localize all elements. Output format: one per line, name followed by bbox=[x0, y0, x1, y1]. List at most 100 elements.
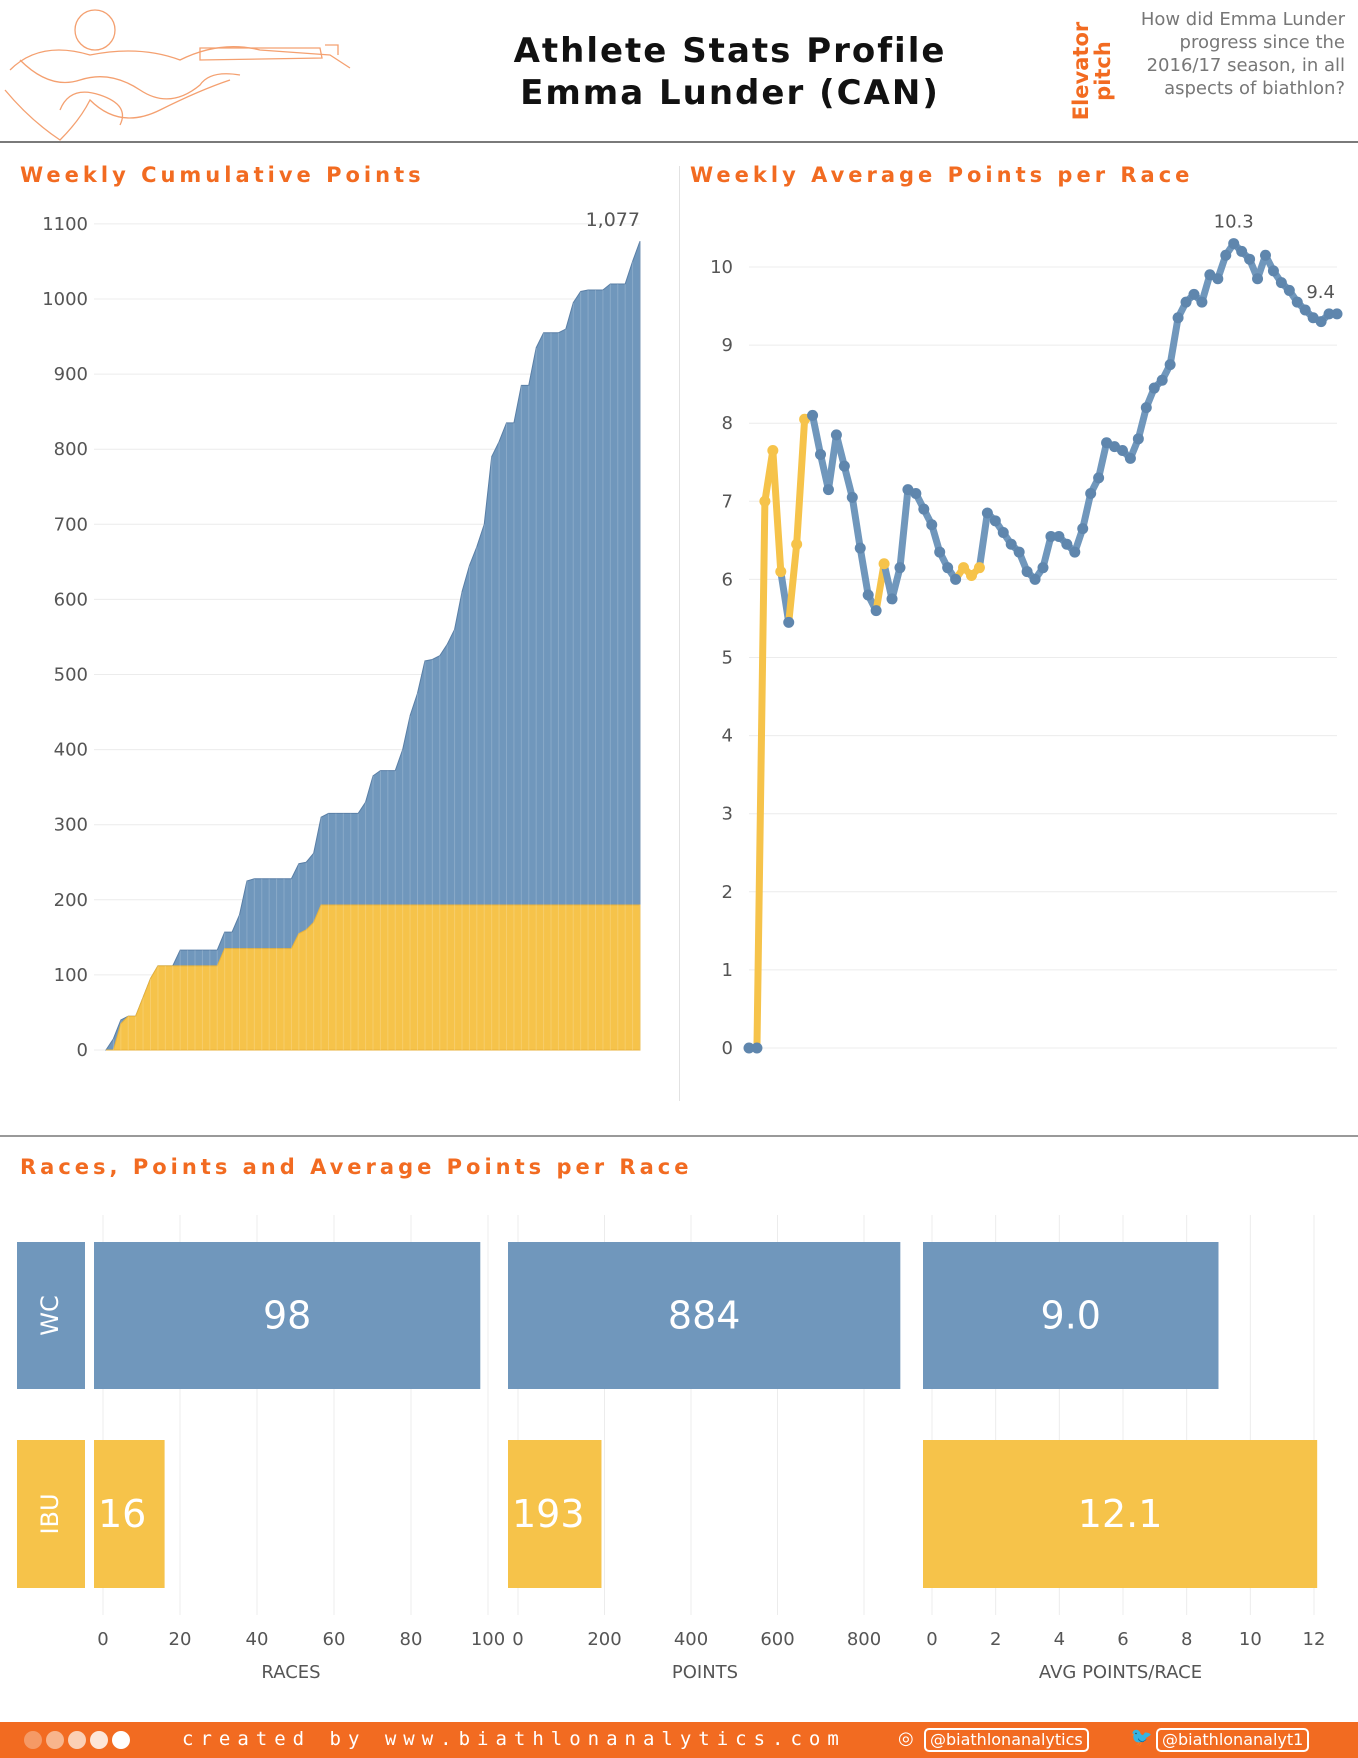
y-tick-label: 0 bbox=[77, 1040, 88, 1061]
x-tick-label: 0 bbox=[512, 1629, 523, 1650]
data-point bbox=[886, 593, 898, 605]
x-tick-label: 8 bbox=[1181, 1629, 1192, 1650]
y-tick-label: 1 bbox=[722, 960, 733, 981]
y-tick-label: 700 bbox=[54, 514, 88, 535]
line-segment bbox=[1095, 439, 1111, 482]
average-title: Weekly Average Points per Race bbox=[690, 163, 1194, 187]
data-point bbox=[1164, 359, 1176, 371]
row-label-wc: WC bbox=[36, 1295, 64, 1336]
x-tick-label: 600 bbox=[760, 1629, 794, 1650]
twitter-handle[interactable]: @biathlonanalyt1 bbox=[1156, 1728, 1310, 1752]
x-tick-label: 0 bbox=[97, 1629, 108, 1650]
data-point bbox=[1180, 296, 1192, 308]
data-point bbox=[1069, 546, 1081, 558]
created-by-link[interactable]: created by www.biathlonanalytics.com bbox=[182, 1728, 846, 1750]
x-tick-label: 0 bbox=[926, 1629, 937, 1650]
line-segment bbox=[753, 497, 769, 1052]
data-point bbox=[950, 573, 962, 585]
y-tick-label: 4 bbox=[722, 726, 733, 747]
data-point bbox=[878, 558, 890, 570]
line-segment bbox=[848, 493, 864, 552]
y-tick-label: 400 bbox=[54, 740, 88, 761]
data-point bbox=[783, 616, 795, 628]
data-point bbox=[751, 1042, 763, 1054]
data-point bbox=[1220, 249, 1232, 261]
bar-avg-ibu bbox=[923, 1440, 1318, 1588]
data-point bbox=[1093, 472, 1105, 484]
y-tick-label: 1100 bbox=[42, 214, 88, 235]
data-point bbox=[942, 562, 954, 574]
data-point bbox=[1228, 238, 1240, 250]
line-segment bbox=[809, 411, 825, 458]
twitter-icon: 🐦 bbox=[1130, 1727, 1153, 1748]
footer-dot bbox=[46, 1731, 64, 1749]
x-tick-label: 2 bbox=[990, 1629, 1001, 1650]
data-point bbox=[1188, 288, 1200, 300]
line-segment bbox=[975, 509, 991, 572]
panel-divider bbox=[679, 166, 680, 1101]
data-point bbox=[973, 562, 985, 574]
data-point bbox=[846, 491, 858, 503]
data-point bbox=[838, 460, 850, 472]
x-tick-label: 20 bbox=[169, 1629, 192, 1650]
data-point bbox=[1061, 538, 1073, 550]
data-point bbox=[1172, 312, 1184, 324]
data-point bbox=[1267, 265, 1279, 277]
bar-races-ibu bbox=[94, 1440, 165, 1588]
data-point bbox=[1116, 445, 1128, 457]
data-point bbox=[926, 519, 938, 531]
data-point bbox=[1196, 296, 1208, 308]
data-point bbox=[1021, 566, 1033, 578]
line-segment bbox=[769, 447, 785, 576]
bar-value-label: 16 bbox=[98, 1492, 146, 1536]
y-tick-label: 2 bbox=[722, 882, 733, 903]
end-value-label: 9.4 bbox=[1306, 282, 1335, 303]
y-tick-label: 300 bbox=[54, 815, 88, 836]
data-point bbox=[759, 495, 771, 507]
data-point bbox=[822, 484, 834, 496]
line-segment bbox=[785, 540, 801, 626]
x-tick-label: 4 bbox=[1054, 1629, 1065, 1650]
data-point bbox=[1148, 382, 1160, 394]
y-tick-label: 900 bbox=[54, 364, 88, 385]
x-tick-label: 400 bbox=[674, 1629, 708, 1650]
x-tick-label: 12 bbox=[1303, 1629, 1326, 1650]
pitch-question: How did Emma Lunder progress since the 2… bbox=[1140, 9, 1345, 99]
footer-dot bbox=[90, 1731, 108, 1749]
data-point bbox=[1037, 562, 1049, 574]
data-point bbox=[918, 503, 930, 515]
x-tick-label: 80 bbox=[400, 1629, 423, 1650]
y-tick-label: 500 bbox=[54, 665, 88, 686]
data-point bbox=[1005, 538, 1017, 550]
data-point bbox=[1029, 573, 1041, 585]
y-tick-label: 10 bbox=[710, 257, 733, 278]
y-tick-label: 0 bbox=[722, 1038, 733, 1059]
x-tick-label: 100 bbox=[471, 1629, 505, 1650]
line-segment bbox=[1079, 489, 1095, 533]
data-point bbox=[1315, 316, 1327, 328]
bar-value-label: 12.1 bbox=[1078, 1492, 1163, 1536]
line-segment bbox=[856, 544, 872, 599]
bar-points-wc bbox=[508, 1242, 901, 1389]
footer-dot bbox=[24, 1731, 42, 1749]
data-point bbox=[743, 1042, 755, 1054]
row-label-ibu: IBU bbox=[36, 1493, 64, 1534]
data-point bbox=[1291, 296, 1303, 308]
y-tick-label: 600 bbox=[54, 589, 88, 610]
data-point bbox=[934, 546, 946, 558]
bar-points-ibu bbox=[508, 1440, 602, 1588]
y-tick-label: 9 bbox=[722, 335, 733, 356]
x-tick-label: 800 bbox=[847, 1629, 881, 1650]
instagram-handle[interactable]: @biathlonanalytics bbox=[924, 1728, 1089, 1752]
footer: created by www.biathlonanalytics.com ◎ @… bbox=[0, 1722, 1358, 1758]
end-value-label: 1,077 bbox=[586, 209, 640, 231]
y-tick-label: 8 bbox=[722, 413, 733, 434]
data-point bbox=[958, 562, 970, 574]
data-point bbox=[862, 589, 874, 601]
data-point bbox=[1323, 308, 1335, 320]
data-point bbox=[894, 562, 906, 574]
section-divider bbox=[0, 1135, 1358, 1137]
x-tick-label: 60 bbox=[323, 1629, 346, 1650]
